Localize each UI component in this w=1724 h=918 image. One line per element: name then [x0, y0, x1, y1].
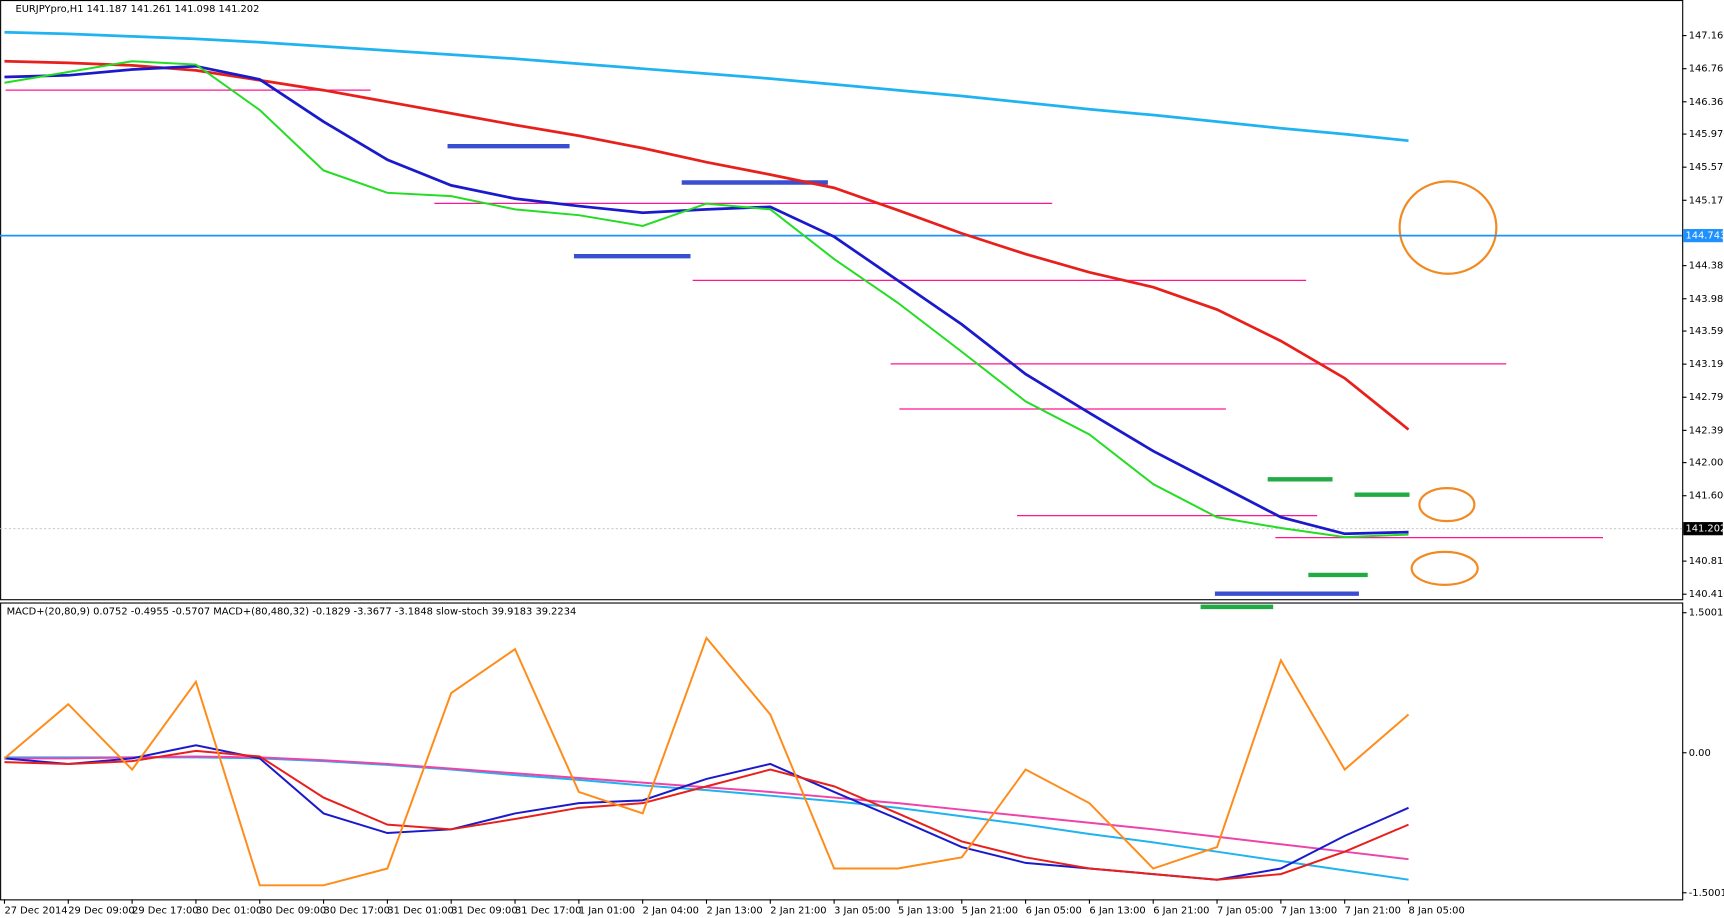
y-tick-label: 140.410 [1689, 589, 1724, 600]
series-line [4, 64, 1409, 536]
price-level-tag [1683, 229, 1723, 243]
x-tick-label: 6 Jan 05:00 [1026, 905, 1082, 916]
x-tick-label: 2 Jan 13:00 [706, 905, 762, 916]
chart-header: EURJPYpro,H1 141.187 141.261 141.098 141… [15, 4, 259, 15]
indicator-header: MACD+(20,80,9) 0.0752 -0.4955 -0.5707 MA… [7, 606, 577, 617]
x-tick-label: 7 Jan 21:00 [1345, 905, 1401, 916]
x-tick-label: 8 Jan 05:00 [1409, 905, 1465, 916]
x-tick-label: 29 Dec 17:00 [132, 905, 198, 916]
price-level-label: 141.202 [1685, 524, 1724, 535]
x-tick-label: 30 Dec 17:00 [324, 905, 390, 916]
x-tick-label: 6 Jan 13:00 [1089, 905, 1145, 916]
x-tick-label: 31 Dec 17:00 [515, 905, 581, 916]
price-level-label: 144.743 [1685, 231, 1724, 242]
y-tick-label: 142.000 [1689, 458, 1724, 469]
y-tick-label: 0.00 [1689, 748, 1711, 759]
series-line [4, 59, 1410, 431]
y-tick-label: 145.170 [1689, 195, 1724, 206]
indicator-panel [0, 602, 1684, 901]
y-tick-label: 142.390 [1689, 425, 1724, 436]
x-tick-label: 31 Dec 09:00 [451, 905, 517, 916]
y-tick-label: 143.190 [1689, 359, 1724, 370]
series-line [4, 30, 1409, 143]
y-tick-label: 147.160 [1689, 31, 1724, 42]
x-tick-label: 6 Jan 21:00 [1153, 905, 1209, 916]
x-tick-label: 29 Dec 09:00 [68, 905, 134, 916]
price-panel [0, 0, 1684, 601]
highlight-circle [1398, 180, 1498, 275]
y-tick-label: 140.810 [1689, 556, 1724, 567]
x-tick-label: 30 Dec 01:00 [196, 905, 262, 916]
series-line [4, 60, 1409, 539]
x-tick-label: 5 Jan 13:00 [898, 905, 954, 916]
y-tick-label: 142.790 [1689, 392, 1724, 403]
x-tick-label: 1 Jan 01:00 [579, 905, 635, 916]
y-tick-label: 145.570 [1689, 162, 1724, 173]
x-tick-label: 2 Jan 04:00 [643, 905, 699, 916]
y-tick-label: 141.600 [1689, 491, 1724, 502]
y-tick-label: -1.5001 [1689, 888, 1724, 899]
y-tick-label: 143.980 [1689, 294, 1724, 305]
y-tick-label: 146.360 [1689, 97, 1724, 108]
highlight-circle [1410, 550, 1479, 586]
y-tick-label: 146.760 [1689, 64, 1724, 75]
x-tick-label: 30 Dec 09:00 [260, 905, 326, 916]
x-tick-label: 7 Jan 05:00 [1217, 905, 1273, 916]
series-line [4, 749, 1409, 881]
x-tick-label: 3 Jan 05:00 [834, 905, 890, 916]
series-line [3, 635, 1410, 887]
x-tick-label: 5 Jan 21:00 [962, 905, 1018, 916]
annotations [5, 89, 1603, 610]
highlight-circle [1418, 487, 1476, 523]
x-tick-label: 31 Dec 01:00 [387, 905, 453, 916]
x-tick-label: 27 Dec 2014 [4, 905, 67, 916]
y-tick-label: 1.5001 [1689, 608, 1724, 619]
y-tick-label: 144.380 [1689, 261, 1724, 272]
price-level-tag [1683, 522, 1723, 536]
y-tick-label: 143.590 [1689, 326, 1724, 337]
x-tick-label: 7 Jan 13:00 [1281, 905, 1337, 916]
x-tick-label: 2 Jan 21:00 [770, 905, 826, 916]
y-tick-label: 145.970 [1689, 129, 1724, 140]
